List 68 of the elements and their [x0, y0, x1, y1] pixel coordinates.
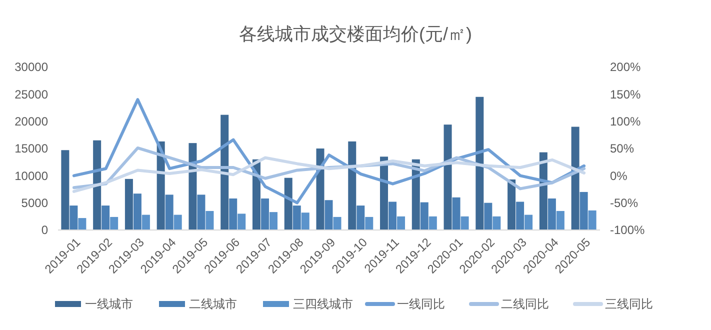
legend-label: 二线城市 [189, 297, 237, 312]
bar [588, 210, 596, 230]
bar [548, 198, 556, 230]
bar [197, 194, 206, 230]
y-tick-label: 10000 [14, 168, 48, 183]
bar [333, 216, 342, 230]
bar [174, 214, 182, 230]
bar [348, 141, 356, 230]
bar [571, 126, 580, 230]
bar [365, 216, 374, 230]
legend-label: 一线同比 [397, 297, 445, 312]
bar [284, 178, 292, 230]
bar [238, 214, 246, 230]
y2-tick-label: 150% [610, 87, 642, 102]
bar [269, 212, 278, 230]
bar [260, 198, 269, 230]
y-tick-label: 5000 [21, 196, 48, 210]
bar [580, 192, 588, 230]
bar [460, 216, 469, 230]
bar [452, 197, 460, 230]
bar [220, 114, 229, 230]
bar [316, 148, 324, 230]
bar [93, 140, 102, 230]
bar [556, 210, 564, 230]
bar [444, 124, 452, 230]
bar [188, 143, 197, 230]
bar [70, 206, 78, 230]
bar [301, 212, 310, 230]
y-tick-label: 15000 [14, 142, 48, 156]
bar [508, 179, 516, 230]
bar [524, 214, 533, 230]
y2-tick-label: 100% [610, 114, 642, 129]
y2-tick-label: 50% [610, 142, 634, 156]
bar [206, 210, 214, 230]
bar [78, 218, 86, 230]
y-tick-label: 0 [41, 223, 48, 238]
legend-label: 三线同比 [605, 297, 653, 312]
bar [428, 216, 437, 230]
bar [516, 202, 524, 230]
bar [61, 150, 70, 230]
bar [324, 200, 333, 230]
bar [165, 194, 174, 230]
bar [102, 206, 110, 230]
y2-tick-label: -50% [610, 196, 638, 210]
y-tick-label: 30000 [14, 60, 48, 74]
bar [397, 216, 406, 230]
legend-label: 三四线城市 [293, 297, 353, 312]
bar [476, 96, 484, 230]
bar [142, 214, 150, 230]
line-series [72, 156, 586, 193]
bar [388, 202, 397, 230]
y2-tick-label: 200% [610, 60, 642, 74]
bar [420, 202, 428, 230]
bar [356, 206, 365, 230]
bar [484, 202, 492, 230]
bar [110, 216, 118, 230]
bar [492, 216, 501, 230]
y2-tick-label: -100% [610, 223, 646, 238]
legend-label: 二线同比 [501, 297, 549, 312]
y-tick-label: 25000 [14, 87, 48, 102]
bar [133, 194, 142, 230]
legend-label: 一线城市 [85, 297, 133, 312]
bar [124, 178, 133, 230]
bar [292, 206, 301, 230]
y-tick-label: 20000 [14, 114, 48, 129]
y2-tick-label: 0% [610, 168, 628, 183]
bar [229, 198, 238, 230]
chart-title: 各线城市成交楼面均价(元/㎡) [239, 24, 472, 44]
